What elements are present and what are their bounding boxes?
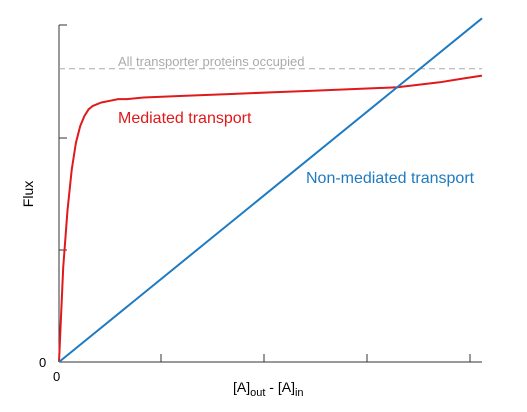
y-origin-label: 0 bbox=[39, 355, 46, 370]
axes bbox=[58, 24, 482, 363]
x-axis-label-base: [A] bbox=[233, 379, 250, 395]
series-layer bbox=[58, 17, 483, 363]
x-origin-label: 0 bbox=[53, 369, 60, 384]
saturation-reference-label: All transporter proteins occupied bbox=[118, 54, 304, 69]
y-axis-label: Flux bbox=[20, 181, 36, 207]
mediated-transport-curve bbox=[58, 74, 483, 363]
mediated-transport-label: Mediated transport bbox=[118, 110, 252, 127]
x-axis-label-sub-in: in bbox=[295, 387, 304, 399]
non-mediated-transport-label: Non-mediated transport bbox=[306, 170, 475, 187]
x-axis-label-sub-out: out bbox=[250, 387, 265, 399]
x-axis-label: [A]out - [A]in bbox=[233, 379, 304, 399]
non-mediated-transport-line bbox=[58, 17, 483, 363]
x-axis-label-mid: - [A] bbox=[265, 379, 295, 395]
